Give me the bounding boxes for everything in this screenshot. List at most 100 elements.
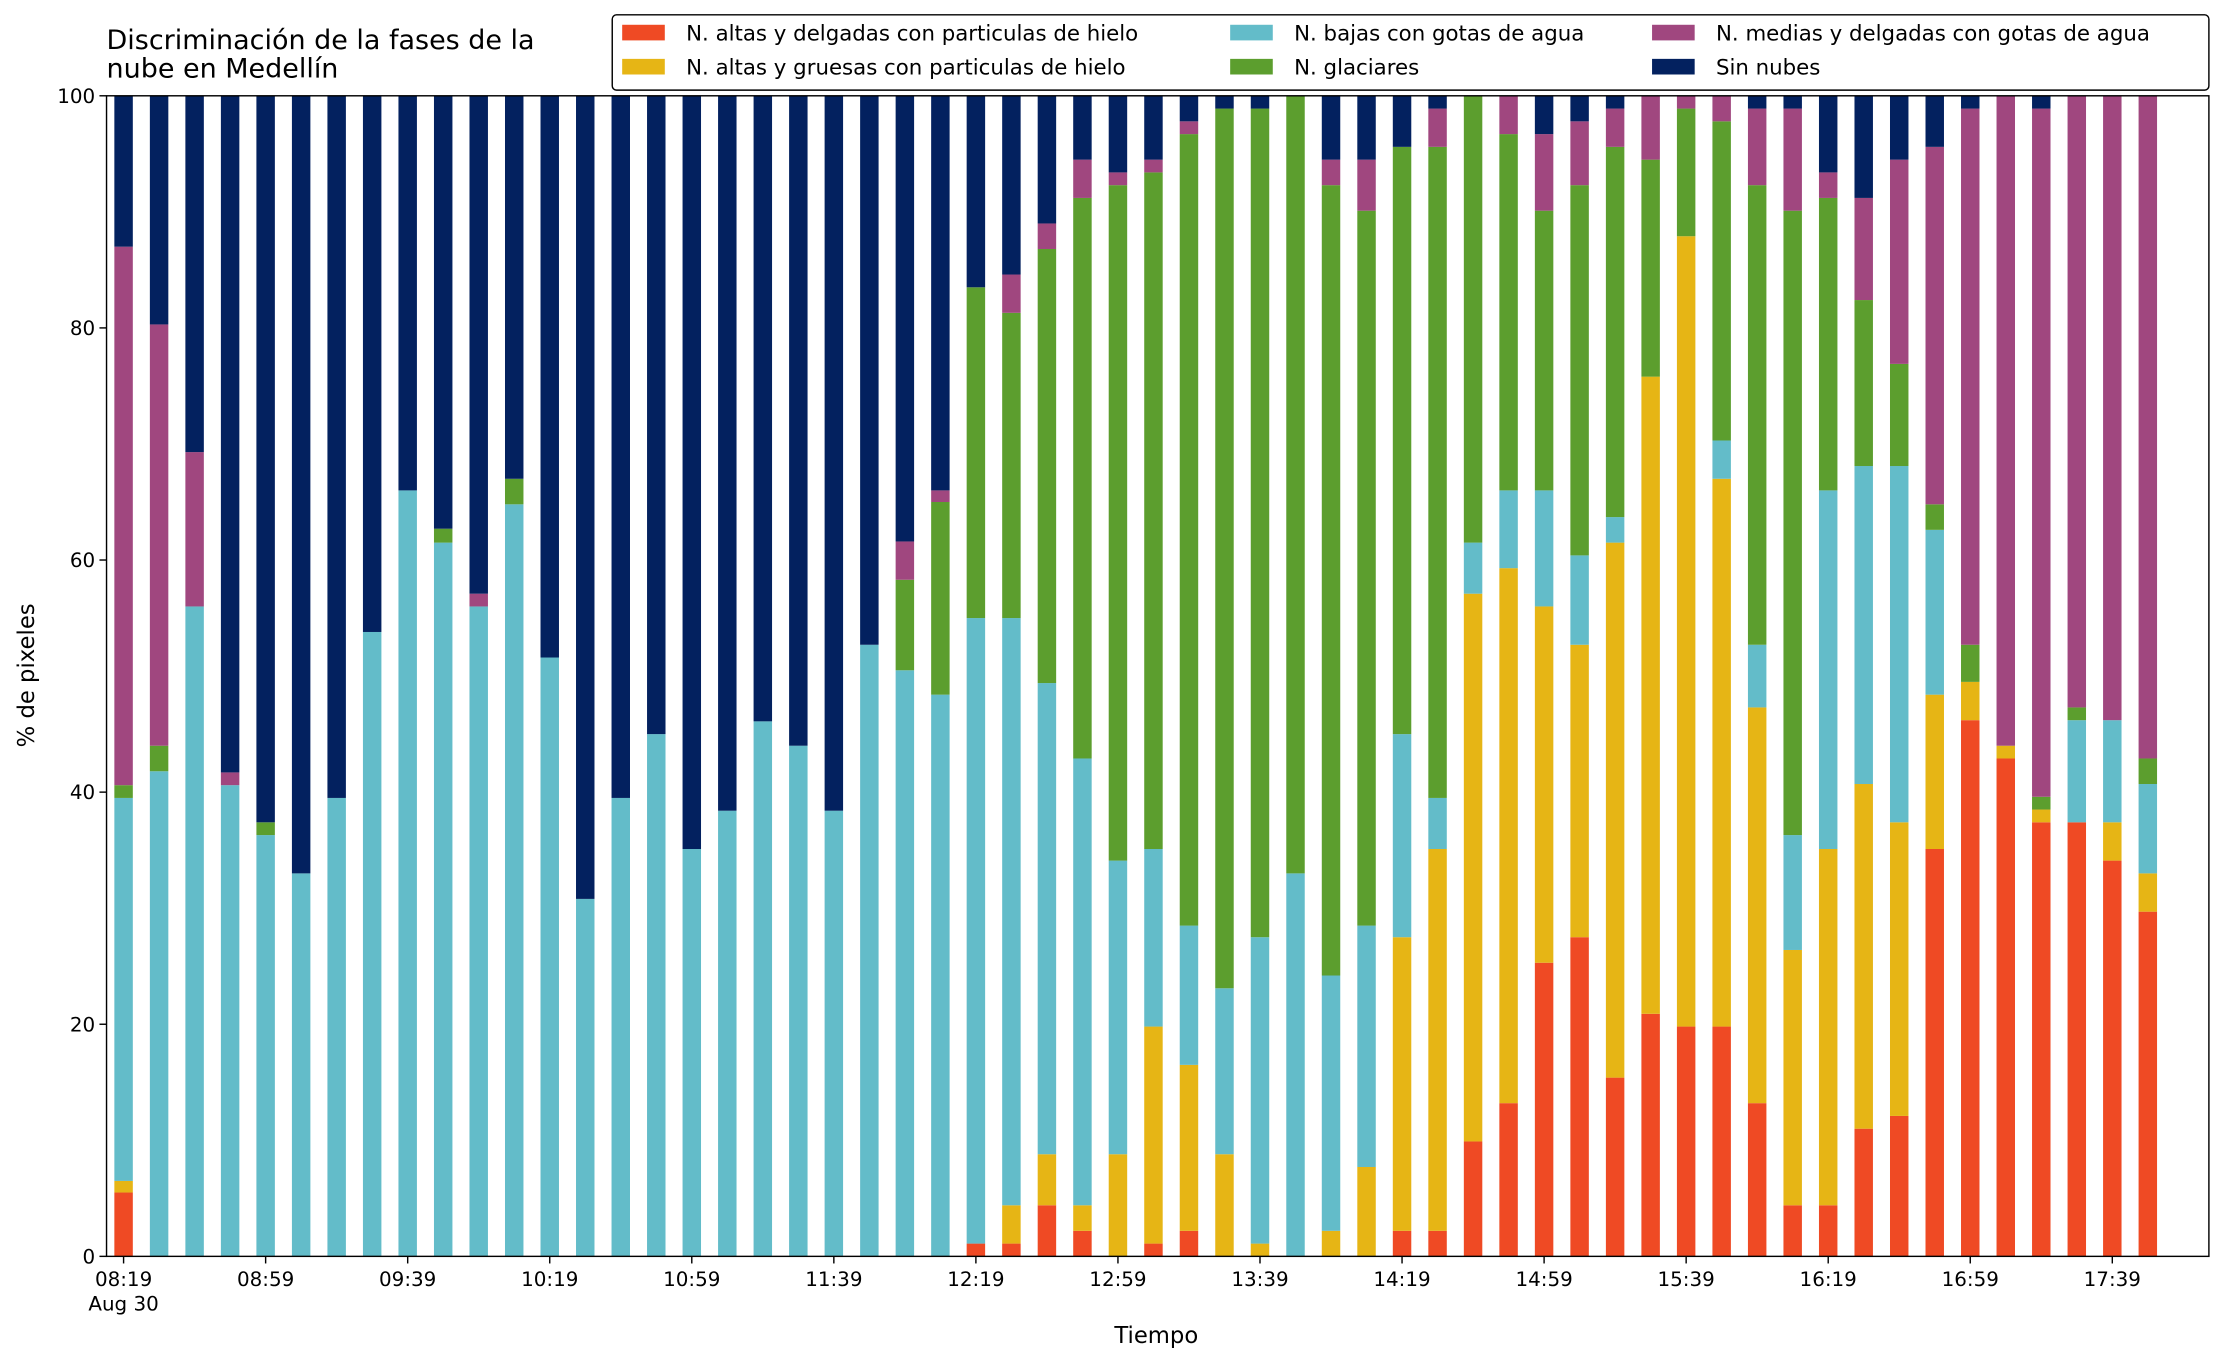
bar-segment (1321, 159, 1341, 186)
bar-segment (2138, 873, 2158, 912)
bar-segment (1179, 95, 1199, 122)
bar-segment (895, 541, 915, 580)
bar-segment (1357, 95, 1376, 160)
bar-segment (1321, 1230, 1341, 1257)
bar-segment (1605, 542, 1625, 1078)
bar-segment (1357, 1166, 1376, 1257)
bar-segment (824, 810, 844, 1257)
bar-segment (1925, 694, 1944, 850)
bar-segment (256, 95, 275, 823)
bar-segment (2103, 822, 2122, 861)
y-tick-label: 40 (70, 781, 95, 804)
bar-segment (149, 95, 169, 325)
bar-segment (469, 95, 488, 594)
bar-segment (1605, 146, 1625, 518)
bar-segment (1144, 1026, 1163, 1244)
bar-segment (1357, 210, 1376, 926)
bar-segment (469, 606, 488, 1257)
bar-segment (931, 694, 950, 1257)
bar-segment (1925, 529, 1944, 695)
bar-segment (1499, 490, 1518, 569)
bar-segment (1818, 849, 1838, 1206)
bar-segment (647, 734, 666, 1257)
bar-segment (2032, 108, 2051, 797)
bar-segment (1428, 849, 1447, 1231)
bar-segment (327, 797, 346, 1257)
bar-segment (1037, 1205, 1057, 1257)
bar-segment (1002, 312, 1021, 619)
legend-frame (611, 14, 2210, 91)
bar-segment (398, 95, 417, 491)
bar-segment (504, 504, 524, 1257)
bar-segment (1250, 937, 1270, 1244)
bar-segment (1783, 835, 1802, 950)
bar-segment (504, 95, 524, 479)
bar-segment (1570, 555, 1589, 645)
x-tick-label: 08:59 (237, 1268, 294, 1291)
bar-segment (114, 797, 133, 1181)
bar-segment (1179, 1230, 1199, 1257)
bar-segment (966, 95, 986, 288)
x-tick-label: 14:19 (1373, 1268, 1430, 1291)
bar-segment (1144, 1243, 1163, 1257)
bar-segment (1037, 1154, 1057, 1206)
bar-segment (1179, 1064, 1199, 1231)
bar-segment (433, 95, 453, 529)
bar-segment (291, 873, 311, 1257)
bar-segment (1783, 949, 1802, 1206)
legend-label: Sin nubes (1716, 55, 1820, 80)
bar-segment (1747, 644, 1767, 708)
bar-segment (931, 501, 950, 695)
bar-segment (1215, 988, 1234, 1155)
bar-segment (1783, 1205, 1802, 1257)
bar-segment (1712, 478, 1731, 1027)
x-tick-label: 13:39 (1231, 1268, 1288, 1291)
bar-segment (185, 452, 204, 607)
bar-segment (1499, 134, 1518, 491)
bar-segment (1392, 937, 1412, 1231)
bar-segment (2138, 95, 2158, 759)
bar-segment (398, 490, 417, 1257)
bar-segment (1357, 925, 1376, 1167)
bar-segment (1889, 822, 1909, 1116)
bar-segment (647, 95, 666, 735)
bar-segment (576, 898, 595, 1257)
bar-segment (1747, 707, 1767, 1104)
bar-segment (1463, 95, 1483, 543)
legend-swatch (622, 24, 665, 41)
bar-segment (1286, 95, 1305, 874)
bar-segment (1499, 1103, 1518, 1257)
bar-segment (1463, 1141, 1483, 1257)
bar-segment (1215, 95, 1234, 109)
bar-segment (1605, 108, 1625, 147)
bar-segment (2032, 796, 2051, 810)
bar-segment (1499, 568, 1518, 1104)
bar-segment (1250, 1243, 1270, 1257)
bar-segment (114, 95, 133, 247)
bar-segment (1712, 121, 1731, 441)
bar-segment (789, 745, 808, 1257)
bar-segment (1961, 720, 1980, 1257)
bar-segment (1286, 873, 1305, 1257)
bar-segment (1392, 146, 1412, 735)
x-axis-label: Tiempo (1113, 1323, 1198, 1349)
bar-segment (895, 670, 915, 1257)
bar-segment (966, 618, 986, 1244)
bar-segment (1961, 108, 1980, 645)
bar-segment (753, 95, 773, 722)
x-tick-label: 12:59 (1089, 1268, 1146, 1291)
bar-segment (1428, 108, 1447, 147)
bar-segment (1783, 108, 1802, 211)
bar-segment (1108, 172, 1128, 186)
bar-segment (895, 579, 915, 671)
y-tick-label: 20 (70, 1013, 95, 1036)
bar-segment (1676, 236, 1696, 1027)
bar-segment (114, 785, 133, 798)
bar-segment (860, 644, 879, 1257)
bar-segment (860, 95, 879, 645)
bar-segment (1534, 606, 1554, 963)
bar-segment (1534, 210, 1554, 491)
bar-segment (114, 1192, 133, 1257)
